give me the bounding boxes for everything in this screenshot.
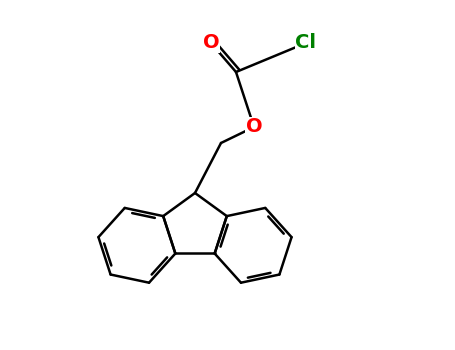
Text: Cl: Cl bbox=[295, 34, 317, 52]
Text: O: O bbox=[202, 34, 219, 52]
Text: O: O bbox=[246, 118, 263, 136]
